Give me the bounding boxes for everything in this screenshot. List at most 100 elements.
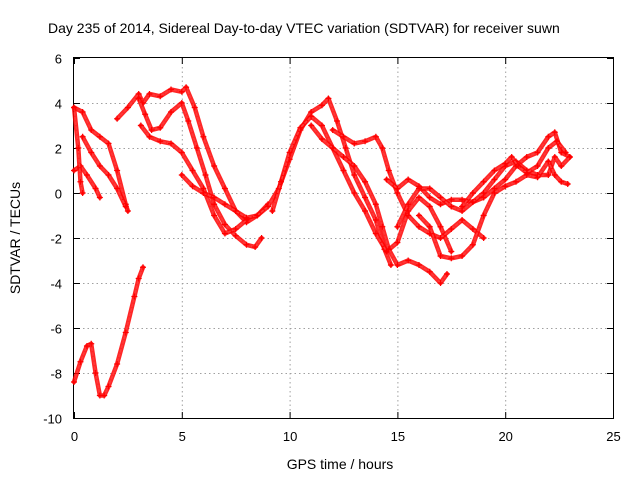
data-point xyxy=(437,194,444,201)
data-point xyxy=(168,109,175,115)
series-track-2 xyxy=(71,163,103,201)
data-point xyxy=(124,208,131,214)
data-point xyxy=(265,203,272,210)
data-point xyxy=(202,172,209,178)
data-point xyxy=(277,178,284,185)
data-point xyxy=(545,172,552,178)
y-tick-label: -8 xyxy=(50,367,62,382)
data-point xyxy=(185,118,192,124)
x-tick-label: 10 xyxy=(283,429,297,444)
series-track-4 xyxy=(79,133,129,210)
data-point xyxy=(334,118,341,124)
data-point xyxy=(385,167,392,174)
data-point xyxy=(105,383,112,390)
data-point xyxy=(114,361,121,367)
series-track-15 xyxy=(415,158,571,262)
data-point xyxy=(558,178,565,185)
data-point xyxy=(329,127,336,133)
data-point xyxy=(308,122,315,129)
data-point xyxy=(157,124,164,131)
data-point xyxy=(415,194,422,201)
data-point xyxy=(137,122,144,129)
y-axis-label: SDTVAR / TECUs xyxy=(7,182,23,294)
data-point xyxy=(114,115,121,122)
data-point xyxy=(325,95,332,102)
data-point xyxy=(79,190,86,196)
data-point xyxy=(114,185,121,192)
data-point xyxy=(157,138,164,145)
y-tick-label: 2 xyxy=(55,142,62,157)
data-point xyxy=(362,194,369,201)
data-point xyxy=(329,145,336,151)
data-point xyxy=(379,145,386,151)
data-point xyxy=(286,149,293,156)
data-point xyxy=(394,185,401,192)
plot-frame xyxy=(73,57,614,419)
data-point xyxy=(394,239,401,246)
data-point xyxy=(146,133,153,140)
series-track-11 xyxy=(308,122,450,286)
data-point xyxy=(131,293,138,300)
series-group xyxy=(71,84,573,399)
data-point xyxy=(426,194,433,201)
data-point xyxy=(351,172,358,178)
data-point xyxy=(122,329,129,336)
data-point xyxy=(168,86,175,93)
data-point xyxy=(551,172,558,178)
data-point xyxy=(383,176,390,183)
data-point xyxy=(318,136,325,142)
series-track-10 xyxy=(269,113,455,255)
series-line xyxy=(81,136,127,207)
data-point xyxy=(135,275,142,282)
data-point xyxy=(545,145,552,151)
data-point xyxy=(426,185,433,192)
data-point xyxy=(480,212,487,219)
data-point xyxy=(200,133,207,140)
data-point xyxy=(387,262,394,268)
data-point xyxy=(394,223,401,230)
data-point xyxy=(92,370,99,376)
data-point xyxy=(178,172,185,178)
data-point xyxy=(269,208,276,214)
data-point xyxy=(71,379,77,385)
data-point xyxy=(405,176,412,183)
data-point xyxy=(88,340,95,347)
y-tick-label: 4 xyxy=(55,97,62,112)
data-point xyxy=(168,140,175,147)
data-point xyxy=(437,201,444,208)
series-track-5 xyxy=(71,264,146,399)
data-point xyxy=(545,158,552,165)
series-track-16 xyxy=(459,138,569,210)
data-point xyxy=(92,185,99,192)
data-point xyxy=(448,248,455,255)
y-tick-label: 0 xyxy=(55,187,62,202)
x-tick-label: 5 xyxy=(179,429,186,444)
y-axis: -10 -8 -6 -4 -2 0 2 4 6 xyxy=(43,52,613,427)
data-point xyxy=(79,133,86,140)
data-point xyxy=(211,194,218,201)
chart-title: Day 235 of 2014, Sidereal Day-to-day VTE… xyxy=(48,20,560,36)
data-point xyxy=(114,167,121,174)
data-point xyxy=(491,190,498,196)
data-point xyxy=(448,203,455,210)
x-tick-label: 15 xyxy=(391,429,405,444)
data-point xyxy=(189,183,196,190)
data-point xyxy=(469,190,476,196)
data-point xyxy=(77,178,84,185)
data-point xyxy=(459,196,466,203)
data-point xyxy=(351,190,358,196)
grid-lines xyxy=(74,58,613,418)
data-point xyxy=(405,257,412,264)
data-point xyxy=(502,160,509,167)
series-line xyxy=(310,125,448,284)
series-line xyxy=(461,140,567,207)
data-point xyxy=(558,163,565,169)
data-point xyxy=(232,208,239,214)
data-point xyxy=(405,212,412,219)
data-point xyxy=(523,154,530,160)
data-point xyxy=(351,163,358,169)
data-point xyxy=(178,100,185,106)
data-point xyxy=(157,93,164,100)
series-line xyxy=(73,267,144,397)
